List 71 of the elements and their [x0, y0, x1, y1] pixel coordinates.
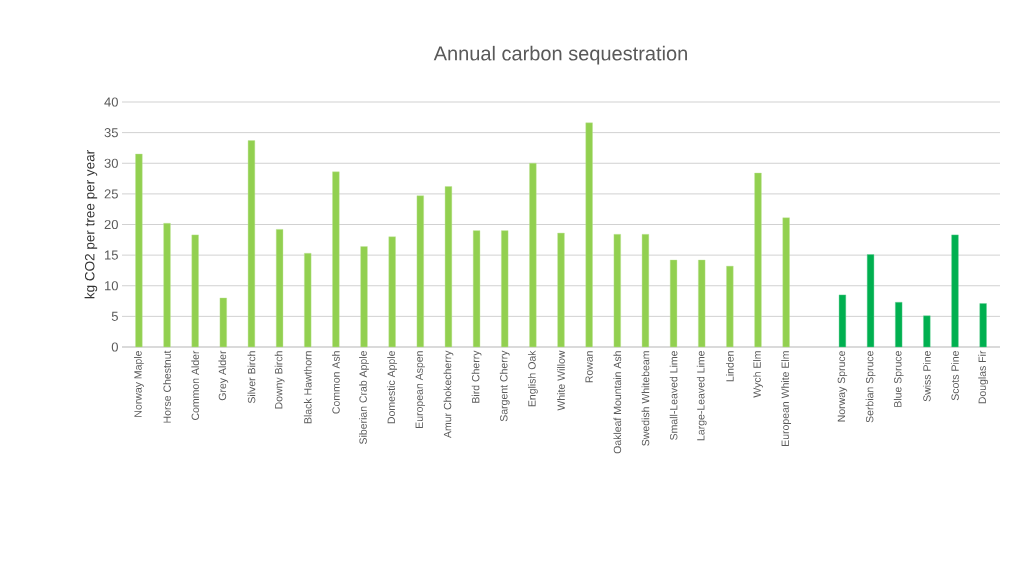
x-tick-label: Sargent Cherry — [499, 350, 510, 422]
x-tick-label: Rowan — [585, 351, 593, 383]
bar — [951, 234, 959, 348]
y-tick-label: 10 — [105, 281, 118, 291]
bar — [304, 253, 312, 348]
bar — [613, 234, 621, 348]
bar — [557, 232, 565, 348]
bar — [895, 302, 903, 348]
bar — [444, 186, 453, 348]
x-tick-label: White Willow — [557, 350, 565, 411]
x-tick-label: Domestic Apple — [387, 351, 398, 424]
bar — [163, 223, 171, 348]
bar — [219, 297, 227, 348]
x-tick-label: Douglas Fir — [978, 350, 989, 404]
x-tick-label: Small-Leaved Lime — [669, 351, 678, 440]
bar — [641, 234, 650, 348]
x-tick-label: Large-Leaved Lime — [696, 351, 707, 441]
x-tick-label: Wych Elm — [753, 351, 763, 398]
y-tick-label: 0 — [111, 342, 118, 352]
bar — [782, 217, 790, 348]
x-tick-label: European Aspen — [415, 351, 425, 428]
bar — [473, 230, 481, 348]
x-tick-label: Scots Pine — [951, 351, 959, 401]
y-tick-label: 40 — [104, 97, 118, 107]
x-tick-label: Serbian Spruce — [865, 351, 876, 423]
chart-title: Annual carbon sequestration — [433, 45, 687, 65]
bar — [360, 246, 368, 348]
x-tick-label: European White Elm — [781, 351, 792, 446]
y-tick-label: 15 — [105, 250, 118, 260]
x-tick-label: English Oak — [527, 350, 538, 407]
y-axis-title: kg CO2 per tree per year — [84, 150, 98, 299]
x-tick-label: Oakleaf Mountain Ash — [613, 351, 622, 454]
bar — [529, 163, 537, 348]
bar — [670, 259, 678, 348]
bar — [726, 265, 734, 348]
bar — [135, 153, 143, 348]
bar — [332, 171, 340, 348]
bar — [416, 195, 424, 348]
y-tick-label: 25 — [104, 189, 118, 199]
x-tick-label: Downy Birch — [274, 351, 285, 409]
bar — [838, 294, 846, 348]
bar — [923, 315, 931, 348]
x-tick-label: Black Hawthorn — [303, 351, 312, 424]
bar — [585, 122, 593, 348]
y-tick-label: 35 — [104, 128, 118, 138]
x-tick-label: Norway Spruce — [837, 351, 848, 422]
x-tick-label: Silver Birch — [247, 351, 256, 404]
y-tick-label: 30 — [104, 158, 118, 168]
x-tick-label: Grey Alder — [218, 350, 229, 401]
bar — [754, 172, 762, 348]
x-tick-label: Swedish Whitebeam — [641, 351, 650, 446]
bar — [866, 254, 875, 348]
x-tick-label: Common Ash — [332, 351, 340, 414]
bar — [191, 234, 199, 348]
x-tick-label: Blue Spruce — [893, 351, 904, 407]
bar — [698, 259, 706, 348]
x-tick-label: Siberian Crab Apple — [359, 351, 369, 445]
y-tick-label: 5 — [111, 311, 118, 321]
bar — [276, 229, 284, 348]
x-tick-label: Common Alder — [191, 350, 200, 421]
x-tick-label: Bird Cherry — [471, 350, 482, 403]
x-tick-label: Amur Chokecherry — [443, 350, 454, 439]
x-tick-label: Norway Maple — [133, 351, 144, 417]
x-tick-label: Linden — [726, 351, 734, 382]
bar — [247, 140, 256, 348]
bar — [979, 303, 987, 348]
x-tick-label: Swiss Pine — [922, 351, 931, 402]
bar — [501, 230, 509, 348]
bar — [388, 236, 396, 348]
y-tick-label: 20 — [104, 219, 118, 230]
x-tick-label: Horse Chestnut — [163, 350, 171, 423]
